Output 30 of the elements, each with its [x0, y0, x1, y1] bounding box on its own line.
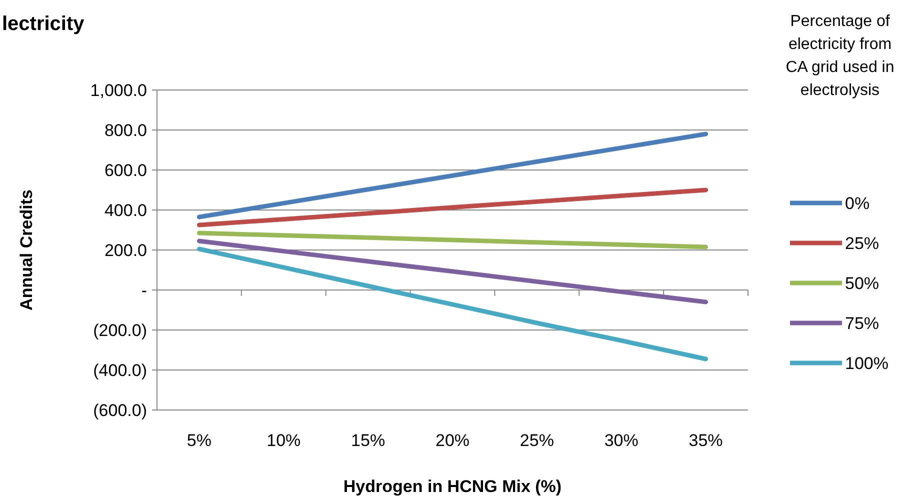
x-tick-label: 5% — [186, 431, 212, 450]
y-tick-label: (600.0) — [93, 400, 147, 420]
y-tick-label: 200.0 — [104, 240, 147, 260]
line-series — [196, 132, 708, 220]
x-axis-title: Hydrogen in HCNG Mix (%) — [343, 477, 562, 496]
line-series — [196, 188, 708, 228]
chart-title: lectricity — [2, 13, 86, 35]
x-tick-label: 10% — [266, 431, 301, 450]
y-tick-label: 600.0 — [104, 160, 147, 180]
legend-label: 100% — [845, 354, 888, 373]
x-tick-label: 25% — [520, 431, 554, 450]
legend-label: 25% — [845, 234, 880, 253]
y-tick-label: 1,000.0 — [90, 80, 147, 100]
y-tick-label: 800.0 — [104, 120, 147, 140]
x-tick-label: 15% — [351, 431, 386, 450]
line-series — [196, 230, 708, 250]
y-tick-label: - — [141, 280, 147, 300]
line-series — [196, 238, 708, 304]
legend-label: 50% — [845, 274, 880, 293]
x-tick-label: 35% — [688, 431, 723, 450]
legend-label: 0% — [845, 194, 870, 213]
legend-title: Percentage of electricity from CA grid used in electrolysis — [786, 13, 894, 99]
legend-label: 75% — [845, 314, 880, 333]
x-tick-label: 20% — [435, 431, 470, 450]
y-tick-label: (200.0) — [93, 320, 147, 340]
x-tick-label: 30% — [604, 431, 638, 450]
line-series — [196, 246, 708, 362]
y-axis-title: Annual Credits — [17, 190, 36, 310]
y-tick-label: 400.0 — [104, 200, 147, 220]
y-tick-label: (400.0) — [93, 360, 147, 380]
